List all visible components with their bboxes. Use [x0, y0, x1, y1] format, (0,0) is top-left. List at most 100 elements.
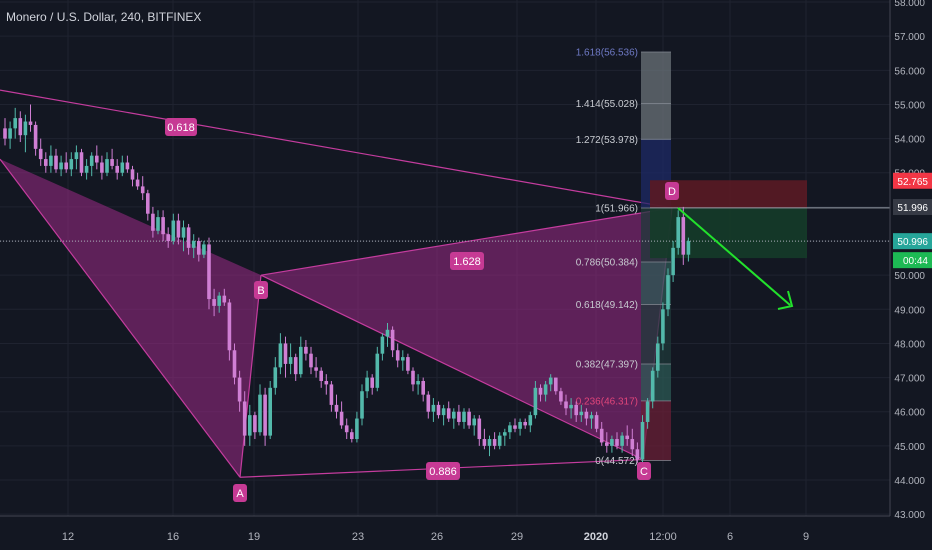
candle-body [610, 439, 614, 446]
candle-body [146, 193, 150, 214]
candle-body [54, 155, 58, 170]
candle-body [222, 295, 227, 303]
candle-body [171, 220, 176, 242]
candle-body [620, 435, 624, 446]
price-tick-label: 49.000 [894, 305, 925, 316]
leg-bc [260, 274, 644, 461]
price-tick-label: 58.000 [894, 0, 925, 9]
price-tick-label: 46.000 [894, 408, 925, 419]
candle-body [151, 213, 155, 231]
candle-body [293, 357, 298, 375]
price-tick-label: 44.000 [894, 476, 925, 487]
price-badge-grey: 51.996 [893, 199, 932, 216]
fib-zone [641, 52, 671, 104]
candle-body [370, 377, 374, 388]
fib-zone [641, 400, 671, 461]
candle-body [416, 380, 420, 385]
fib-extension: 1.618(56.536) 1.414(55.028) 1.272(53.978) 1… [576, 48, 671, 467]
candle-body [253, 415, 257, 433]
candle-body [3, 128, 7, 139]
candle-body [574, 404, 578, 416]
candle-body [273, 367, 278, 388]
pattern-labels: 0.618 1.628 0.886 A B C D [165, 118, 794, 502]
price-axis: 43.000 44.000 45.000 46.000 47.000 48.000 49.0… [889, 0, 932, 550]
svg-text:00:44: 00:44 [903, 256, 928, 267]
point-label-d: D [665, 182, 679, 200]
candle-body [686, 241, 691, 255]
time-tick-label: 2020 [584, 531, 608, 543]
candle-body [518, 421, 522, 429]
candle-body [401, 357, 405, 361]
candle-body [329, 384, 334, 405]
candle-body [18, 118, 23, 136]
candle-body [64, 162, 68, 170]
candle-body [599, 428, 604, 443]
candle-body [319, 370, 323, 381]
candle-body [28, 121, 33, 125]
candle-body [645, 401, 650, 422]
svg-text:A: A [236, 488, 244, 500]
ratio-badge-bd: 1.628 [450, 252, 484, 270]
candle-body [339, 411, 344, 426]
candle-body [635, 449, 640, 460]
pattern-triangle-xab [0, 159, 261, 478]
candle-body [156, 217, 160, 231]
time-tick-label: 26 [431, 531, 443, 543]
candle-body [441, 408, 446, 416]
profit-zone [650, 207, 807, 259]
candle-body [355, 418, 359, 440]
candle-body [446, 408, 451, 419]
candle-body [227, 302, 232, 351]
candle-body [38, 148, 43, 160]
candle-body [263, 394, 267, 436]
price-tick-label: 54.000 [894, 135, 925, 146]
candle-body [385, 329, 390, 337]
candle-body [406, 357, 410, 371]
time-tick-label: 6 [727, 531, 733, 543]
candle-body [548, 377, 553, 385]
price-tick-label: 56.000 [894, 66, 925, 77]
candle-body [426, 394, 431, 412]
candle-body [533, 387, 538, 416]
candle-body [462, 411, 466, 422]
candle-body [584, 411, 589, 419]
axis-panel [890, 0, 932, 550]
candle-body [191, 241, 196, 248]
candle-body [436, 404, 441, 416]
candle-body [309, 353, 313, 368]
candle-body [559, 391, 563, 402]
candle-body [324, 380, 329, 385]
candle-body [380, 336, 385, 354]
svg-text:51.996: 51.996 [897, 203, 928, 214]
candle-body [44, 159, 48, 166]
candle-body [625, 435, 629, 440]
candle-body [492, 439, 497, 446]
candle-body [497, 435, 502, 446]
candle-body [110, 159, 114, 166]
projection-arrow-line [677, 207, 791, 306]
line-bd [260, 207, 673, 276]
svg-text:B: B [257, 285, 264, 297]
candle-body [640, 421, 645, 460]
svg-text:1.628: 1.628 [453, 256, 481, 268]
candle-body [120, 162, 125, 173]
fib-level-label: 0.786(50.384) [576, 258, 638, 269]
price-badge-red: 52.765 [893, 172, 932, 189]
line-xd [0, 89, 673, 209]
candle-body [89, 155, 94, 166]
candle-body [13, 118, 17, 129]
candle-body [232, 350, 237, 378]
candle-body [564, 401, 568, 409]
candle-body [242, 401, 247, 436]
svg-text:C: C [640, 466, 648, 478]
candle-body [166, 234, 170, 242]
candle-body [8, 128, 12, 139]
candle-body [457, 411, 461, 422]
time-tick-label: 12:00 [649, 531, 677, 543]
leg-ab [239, 275, 262, 478]
candle-body [207, 244, 211, 300]
candle-body [105, 159, 109, 173]
candle-body [681, 217, 686, 255]
candle-body [84, 165, 89, 173]
